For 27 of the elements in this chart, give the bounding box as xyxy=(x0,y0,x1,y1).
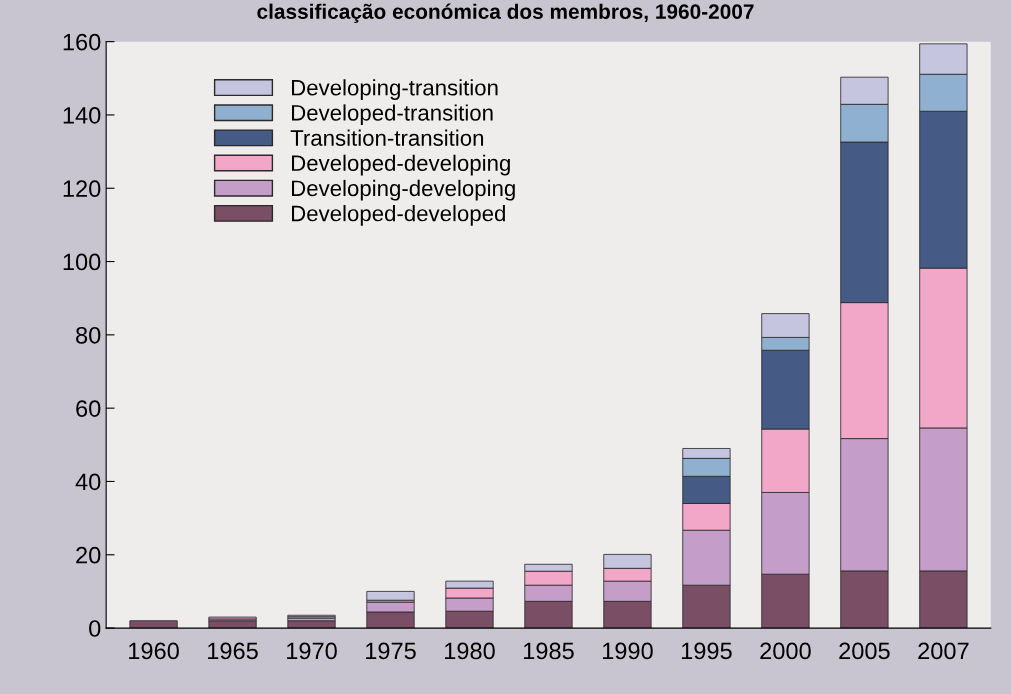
x-tick-label: 1990 xyxy=(602,642,653,660)
x-tick-label: 1965 xyxy=(208,642,258,660)
chart-title: classificação económica dos membros, 1960-2007 xyxy=(257,3,754,24)
x-tick-label: 1960 xyxy=(129,642,179,660)
x-tick-label: 1975 xyxy=(366,642,416,660)
x-tick-label: 1970 xyxy=(287,642,337,660)
x-tick-label: 1980 xyxy=(445,642,495,660)
y-tick-label: 160 xyxy=(63,33,101,51)
legend-label: Developed-transition xyxy=(292,104,493,126)
y-tick-label: 140 xyxy=(63,107,101,124)
y-tick-label: 0 xyxy=(89,620,101,637)
y-tick-label: 40 xyxy=(75,473,101,491)
y-tick-label: 100 xyxy=(63,253,101,271)
x-tick-label: 1995 xyxy=(681,642,732,660)
y-tick-label: 120 xyxy=(63,180,101,198)
legend-label: Transition-transition xyxy=(290,129,484,146)
x-tick-label: 2007 xyxy=(918,642,969,660)
y-tick-label: 60 xyxy=(76,400,101,417)
y-tick-label: 80 xyxy=(76,326,101,344)
x-tick-label: 1985 xyxy=(524,642,574,660)
legend-label: Developed-developed xyxy=(292,205,505,226)
x-tick-label: 2000 xyxy=(760,642,811,660)
y-tick-label: 20 xyxy=(76,546,101,564)
legend-label: Developing-transition xyxy=(292,79,498,100)
x-tick-label: 2005 xyxy=(839,642,890,660)
legend-label: Developing-developing xyxy=(292,179,515,201)
legend-label: Developed-developing xyxy=(292,154,510,176)
